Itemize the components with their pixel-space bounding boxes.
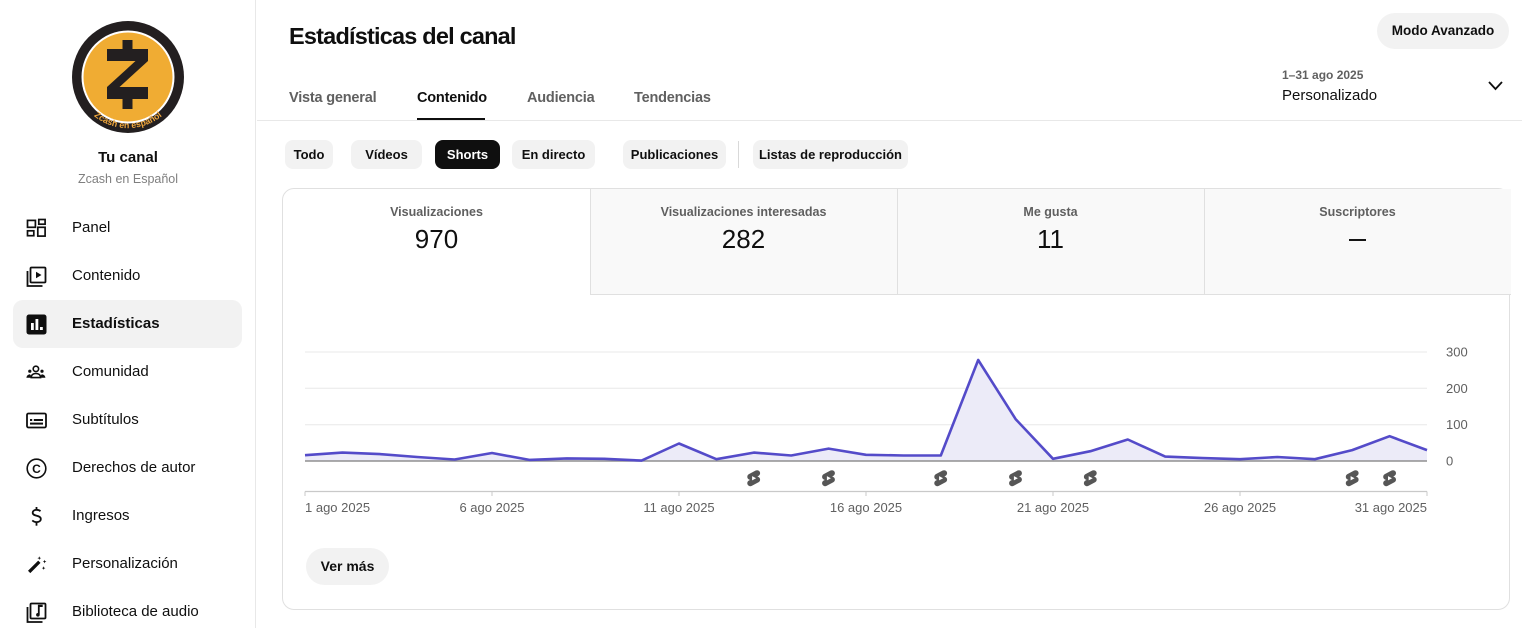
svg-text:31 ago 2025: 31 ago 2025 (1355, 500, 1427, 515)
svg-text:26 ago 2025: 26 ago 2025 (1204, 500, 1276, 515)
svg-text:200: 200 (1446, 381, 1468, 396)
svg-text:6 ago 2025: 6 ago 2025 (459, 500, 524, 515)
svg-text:1 ago 2025: 1 ago 2025 (305, 500, 370, 515)
svg-text:C: C (32, 462, 41, 476)
svg-text:0: 0 (1446, 454, 1453, 469)
svg-text:16 ago 2025: 16 ago 2025 (830, 500, 902, 515)
svg-text:300: 300 (1446, 345, 1468, 360)
svg-text:21 ago 2025: 21 ago 2025 (1017, 500, 1089, 515)
svg-text:11 ago 2025: 11 ago 2025 (643, 500, 714, 515)
svg-text:100: 100 (1446, 417, 1468, 432)
